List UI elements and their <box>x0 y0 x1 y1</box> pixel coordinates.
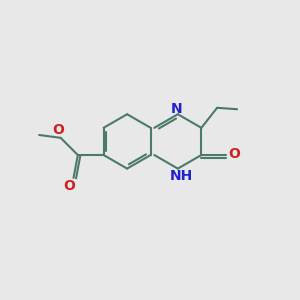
Text: O: O <box>63 179 75 193</box>
Text: O: O <box>52 123 64 137</box>
Text: N: N <box>171 101 182 116</box>
Text: O: O <box>228 147 240 160</box>
Text: NH: NH <box>169 169 193 183</box>
